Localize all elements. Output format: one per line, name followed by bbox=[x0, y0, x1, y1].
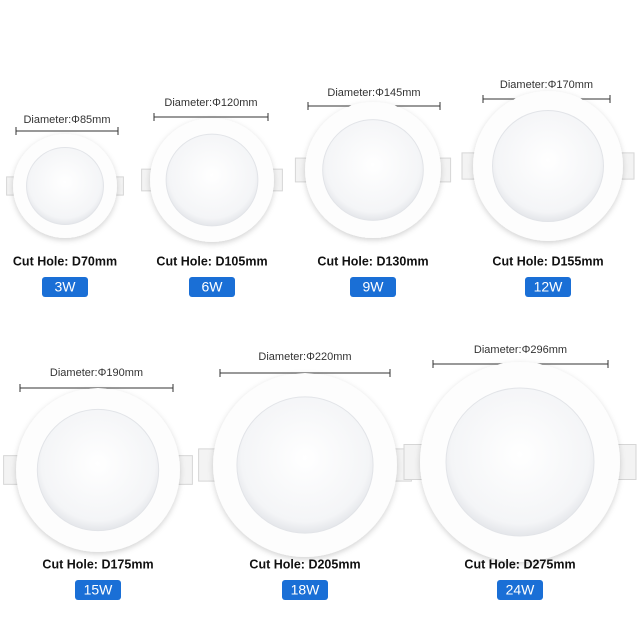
product: Diameter:Φ170mm Cut Hole: D155mm 12W bbox=[461, 79, 635, 297]
cut-hole-label: Cut Hole: D105mm bbox=[156, 254, 267, 268]
wattage-badge bbox=[497, 580, 543, 600]
light-panel bbox=[26, 147, 104, 225]
diameter-label: Diameter:Φ220mm bbox=[258, 351, 351, 363]
diameter-label: Diameter:Φ170mm bbox=[500, 79, 593, 91]
light-panel bbox=[236, 396, 374, 534]
cut-hole-label: Cut Hole: D175mm bbox=[42, 557, 153, 571]
cut-hole-label: Cut Hole: D130mm bbox=[317, 254, 428, 268]
wattage-label: 24W bbox=[506, 582, 536, 598]
cut-hole-label: Cut Hole: D70mm bbox=[13, 254, 117, 268]
product: Diameter:Φ190mm Cut Hole: D175mm 15W bbox=[3, 367, 193, 600]
wattage-badge bbox=[282, 580, 328, 600]
wattage-badge bbox=[189, 277, 235, 297]
wattage-label: 18W bbox=[291, 582, 321, 598]
light-panel bbox=[492, 110, 604, 222]
wattage-badge bbox=[350, 277, 396, 297]
product: Diameter:Φ145mm Cut Hole: D130mm 9W bbox=[294, 87, 452, 297]
wattage-label: 15W bbox=[84, 582, 114, 598]
light-panel bbox=[36, 408, 160, 532]
light-panel bbox=[445, 387, 595, 537]
product: Diameter:Φ220mm Cut Hole: D205mm 18W bbox=[198, 351, 412, 600]
product: Diameter:Φ85mm Cut Hole: D70mm 3W bbox=[6, 114, 124, 297]
diameter-label: Diameter:Φ145mm bbox=[327, 87, 420, 99]
product: Diameter:Φ296mm Cut Hole: D275mm 24W bbox=[403, 344, 637, 600]
wattage-label: 12W bbox=[534, 279, 564, 295]
diameter-label: Diameter:Φ85mm bbox=[23, 114, 110, 126]
product: Diameter:Φ120mm Cut Hole: D105mm 6W bbox=[141, 97, 283, 297]
diameter-label: Diameter:Φ296mm bbox=[474, 344, 567, 356]
cut-hole-label: Cut Hole: D275mm bbox=[464, 557, 575, 571]
wattage-label: 9W bbox=[363, 279, 385, 295]
light-panel bbox=[322, 119, 424, 221]
diameter-label: Diameter:Φ120mm bbox=[164, 97, 257, 109]
cut-hole-label: Cut Hole: D155mm bbox=[492, 254, 603, 268]
wattage-badge bbox=[525, 277, 571, 297]
wattage-badge bbox=[75, 580, 121, 600]
light-panel bbox=[165, 133, 259, 227]
wattage-badge bbox=[42, 277, 88, 297]
diameter-label: Diameter:Φ190mm bbox=[50, 367, 143, 379]
wattage-label: 6W bbox=[202, 279, 224, 295]
cut-hole-label: Cut Hole: D205mm bbox=[249, 557, 360, 571]
wattage-label: 3W bbox=[55, 279, 77, 295]
